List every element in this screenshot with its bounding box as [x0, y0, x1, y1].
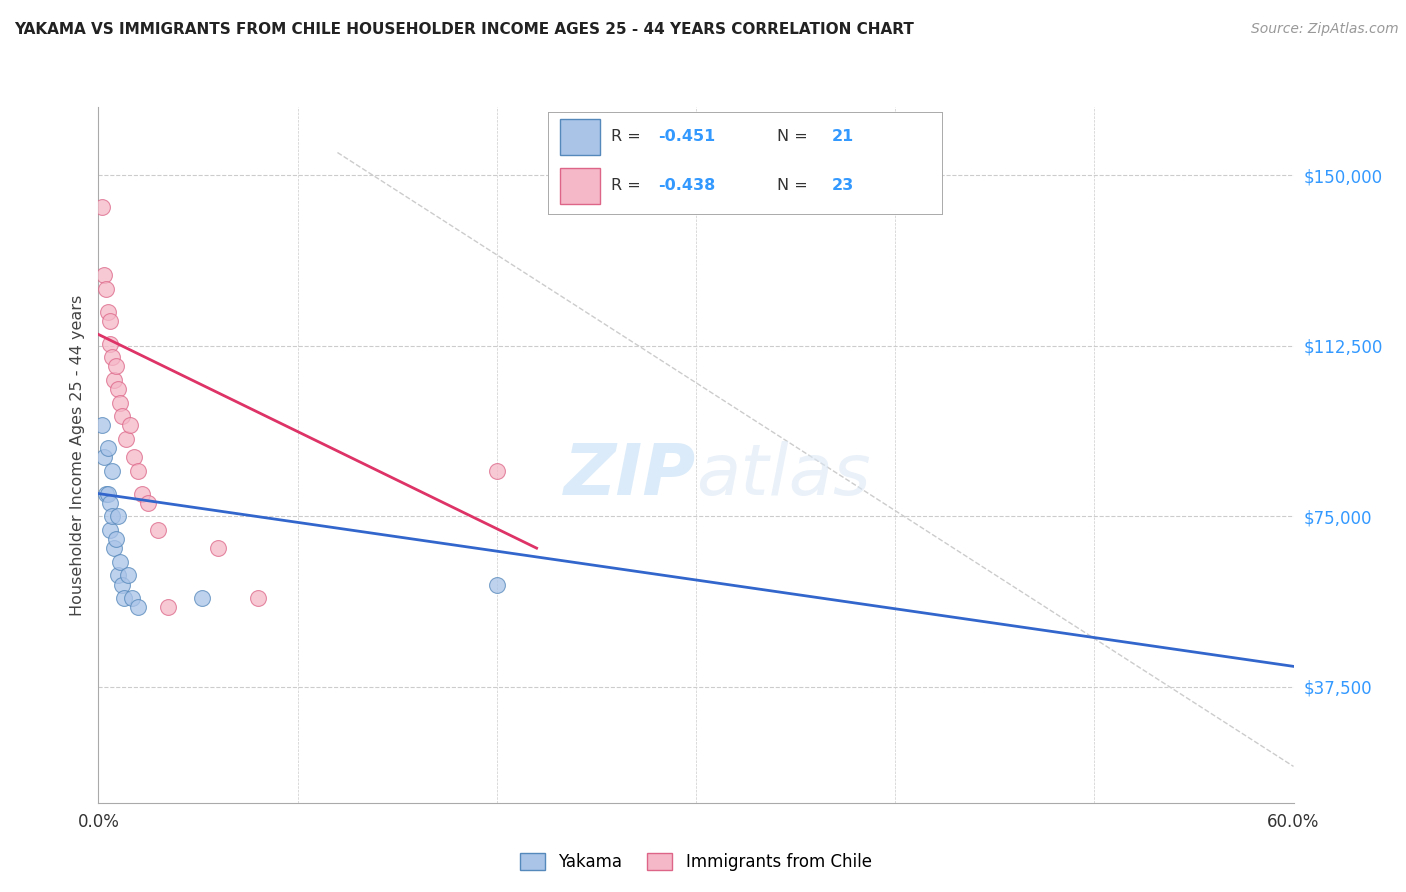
Bar — [560, 119, 599, 154]
Point — [97, 486, 120, 500]
Point — [124, 450, 146, 465]
Point — [97, 441, 120, 455]
Point — [98, 496, 122, 510]
Text: ZIP: ZIP — [564, 442, 696, 510]
Point — [107, 509, 129, 524]
Point — [110, 555, 132, 569]
Text: N =: N = — [776, 178, 813, 194]
Point — [191, 591, 214, 606]
Text: N =: N = — [776, 129, 813, 145]
Point — [485, 577, 508, 591]
Legend: Yakama, Immigrants from Chile: Yakama, Immigrants from Chile — [513, 847, 879, 878]
Point — [91, 200, 114, 214]
Point — [148, 523, 170, 537]
Point — [246, 591, 269, 606]
Text: atlas: atlas — [696, 442, 870, 510]
Point — [207, 541, 229, 556]
Bar — [560, 168, 599, 204]
Point — [115, 432, 138, 446]
Point — [136, 496, 159, 510]
Point — [96, 282, 118, 296]
Point — [111, 577, 134, 591]
Point — [101, 350, 124, 364]
Y-axis label: Householder Income Ages 25 - 44 years: Householder Income Ages 25 - 44 years — [69, 294, 84, 615]
Point — [101, 509, 124, 524]
Point — [97, 304, 120, 318]
Text: 21: 21 — [832, 129, 853, 145]
Point — [103, 373, 125, 387]
Point — [485, 464, 508, 478]
Text: R =: R = — [612, 178, 647, 194]
Point — [93, 268, 115, 283]
Point — [127, 464, 149, 478]
Point — [103, 541, 125, 556]
Point — [111, 409, 134, 424]
Point — [121, 591, 143, 606]
Point — [93, 450, 115, 465]
Point — [120, 418, 142, 433]
Point — [107, 568, 129, 582]
Point — [112, 591, 135, 606]
Point — [107, 382, 129, 396]
Point — [98, 336, 122, 351]
Point — [127, 600, 149, 615]
Point — [101, 464, 124, 478]
Point — [157, 600, 180, 615]
Point — [91, 418, 114, 433]
Text: YAKAMA VS IMMIGRANTS FROM CHILE HOUSEHOLDER INCOME AGES 25 - 44 YEARS CORRELATIO: YAKAMA VS IMMIGRANTS FROM CHILE HOUSEHOL… — [14, 22, 914, 37]
Text: Source: ZipAtlas.com: Source: ZipAtlas.com — [1251, 22, 1399, 37]
Point — [105, 532, 128, 546]
Text: 23: 23 — [832, 178, 853, 194]
Point — [98, 523, 122, 537]
Text: -0.438: -0.438 — [658, 178, 716, 194]
Point — [131, 486, 153, 500]
Text: -0.451: -0.451 — [658, 129, 716, 145]
Point — [117, 568, 139, 582]
Text: R =: R = — [612, 129, 647, 145]
Point — [110, 395, 132, 409]
Point — [98, 314, 122, 328]
Point — [105, 359, 128, 374]
Point — [96, 486, 118, 500]
